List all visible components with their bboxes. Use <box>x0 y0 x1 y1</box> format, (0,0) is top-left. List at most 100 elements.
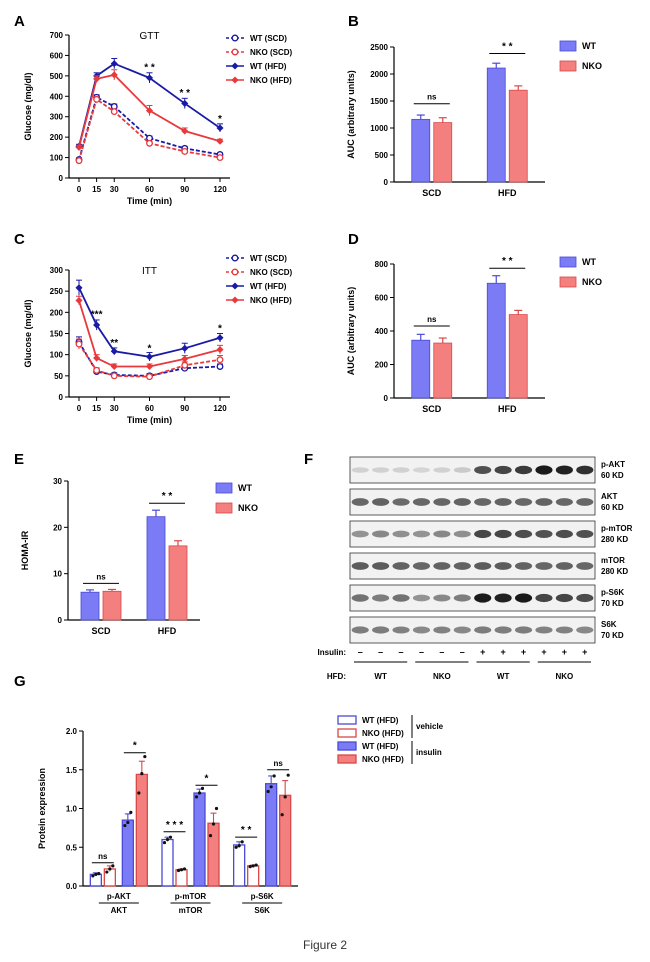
itt-point <box>110 347 118 355</box>
itt-x-tick-label: 0 <box>77 404 82 413</box>
gtt-point <box>181 99 189 107</box>
protein-data-point <box>97 872 101 876</box>
homa-ir-bar-wt <box>146 516 166 621</box>
blot-insulin-mark: – <box>460 647 465 657</box>
protein-data-point <box>182 867 187 871</box>
blot-membrane <box>349 456 596 484</box>
protein-y-tick-label: 1.5 <box>66 766 78 775</box>
homa-ir-chart: 0 10 20 30 HOMA-IR SCD HFD ns * * WT NKO <box>20 477 258 636</box>
gtt-point <box>110 108 118 116</box>
gtt-chart: 0 100 200 300 400 500 600 700 0 15 30 60 90 120 Time (… <box>23 31 293 206</box>
blot-band <box>372 626 390 634</box>
protein-data-point <box>197 791 202 795</box>
protein-data-point <box>240 840 244 844</box>
protein-bar <box>121 819 134 887</box>
blot-insulin-mark: – <box>419 647 424 657</box>
blot-insulin-mark: – <box>358 647 363 657</box>
blot-band <box>372 467 390 473</box>
itt-point <box>145 353 154 361</box>
itt-point <box>110 362 118 371</box>
protein-data-point <box>111 864 115 868</box>
blot-band <box>453 594 471 602</box>
itt-point <box>75 284 83 292</box>
gtt-y-tick-label: 500 <box>50 72 64 81</box>
auc-gtt-y-tick-label: 500 <box>375 151 389 160</box>
blot-band-label: S6K <box>601 620 617 629</box>
blot-membrane <box>349 520 596 548</box>
gtt-significance: * <box>218 114 222 125</box>
homa-ir-legend-label: NKO <box>238 503 258 513</box>
auc-gtt-significance: ns <box>427 93 437 102</box>
blot-band <box>555 593 573 603</box>
gtt-x-tick-label: 120 <box>213 185 227 194</box>
itt-x-tick-label: 15 <box>92 404 101 413</box>
auc-itt-y-tick-label: 0 <box>384 394 389 403</box>
protein-y-tick-label: 1.0 <box>66 805 78 814</box>
blot-band <box>453 626 471 634</box>
blot-band-label: p-mTOR <box>601 524 633 533</box>
blot-band <box>392 530 410 538</box>
itt-x-tick-label: 30 <box>110 404 119 413</box>
itt-point <box>216 356 224 364</box>
blot-band <box>433 530 451 538</box>
itt-significance: *** <box>91 309 103 320</box>
auc-itt-category-label: SCD <box>422 404 442 414</box>
blot-band <box>535 562 553 570</box>
homa-ir-y-tick-label: 20 <box>53 523 62 532</box>
panel-letter-F: F <box>304 451 313 468</box>
gtt-legend-label: WT (SCD) <box>250 34 287 43</box>
blot-band <box>392 498 410 506</box>
protein-data-point <box>137 791 141 795</box>
itt-y-tick-label: 0 <box>59 393 64 402</box>
protein-data-point <box>211 822 216 826</box>
protein-data-point <box>123 823 127 828</box>
blot-band <box>372 562 390 570</box>
protein-chart: 0.0 0.5 1.0 1.5 2.0 Protein expression p-AKT AK… <box>37 715 444 915</box>
blot-insulin-mark: + <box>500 647 505 657</box>
auc-itt-legend-label: WT <box>582 257 596 267</box>
blot-band <box>433 594 451 602</box>
itt-chart: 0 50 100 150 200 250 300 0 15 30 60 90 120 Time (min)… <box>23 254 293 425</box>
homa-ir-significance: * * <box>162 491 173 502</box>
protein-data-point <box>266 789 270 794</box>
blot-band <box>576 593 594 603</box>
blot-band <box>412 498 431 506</box>
blot-insulin-mark: + <box>480 647 485 657</box>
blot-insulin-mark: – <box>378 647 383 657</box>
protein-bar <box>193 792 206 887</box>
gtt-y-tick-label: 600 <box>50 51 64 60</box>
blot-hfd-group-label: WT <box>374 672 387 681</box>
blot-band <box>453 530 471 538</box>
blot-band <box>351 594 369 602</box>
gtt-y-label: Glucose (mg/dl) <box>23 72 33 140</box>
protein-data-point <box>194 795 199 799</box>
blot-band <box>514 562 533 570</box>
protein-significance: ns <box>273 759 283 768</box>
blot-insulin-mark: – <box>399 647 404 657</box>
protein-bar <box>135 773 148 887</box>
auc-gtt-category-label: HFD <box>498 188 517 198</box>
protein-data-point <box>280 813 284 817</box>
blot-band <box>372 498 390 506</box>
homa-ir-bar-wt <box>80 591 100 621</box>
protein-bar <box>265 783 278 887</box>
blot-band <box>494 626 512 634</box>
gtt-series-line-3 <box>78 73 221 148</box>
auc-itt-significance: ns <box>427 315 437 324</box>
blot-band <box>392 626 410 634</box>
blot-membrane <box>349 616 596 644</box>
blot-band <box>474 626 492 634</box>
auc-gtt-bar-wt <box>486 67 506 183</box>
protein-data-point <box>105 870 109 874</box>
protein-legend-swatch <box>337 754 357 764</box>
auc-itt-legend-swatch <box>559 256 577 268</box>
blot-band <box>351 530 369 538</box>
homa-ir-category-label: SCD <box>91 626 111 636</box>
blot-band <box>494 529 512 539</box>
auc-gtt-category-label: SCD <box>422 188 442 198</box>
gtt-point <box>146 139 153 147</box>
protein-bar <box>279 794 292 887</box>
blot-band <box>576 562 594 570</box>
gtt-point <box>181 147 189 155</box>
protein-data-point <box>234 845 238 849</box>
